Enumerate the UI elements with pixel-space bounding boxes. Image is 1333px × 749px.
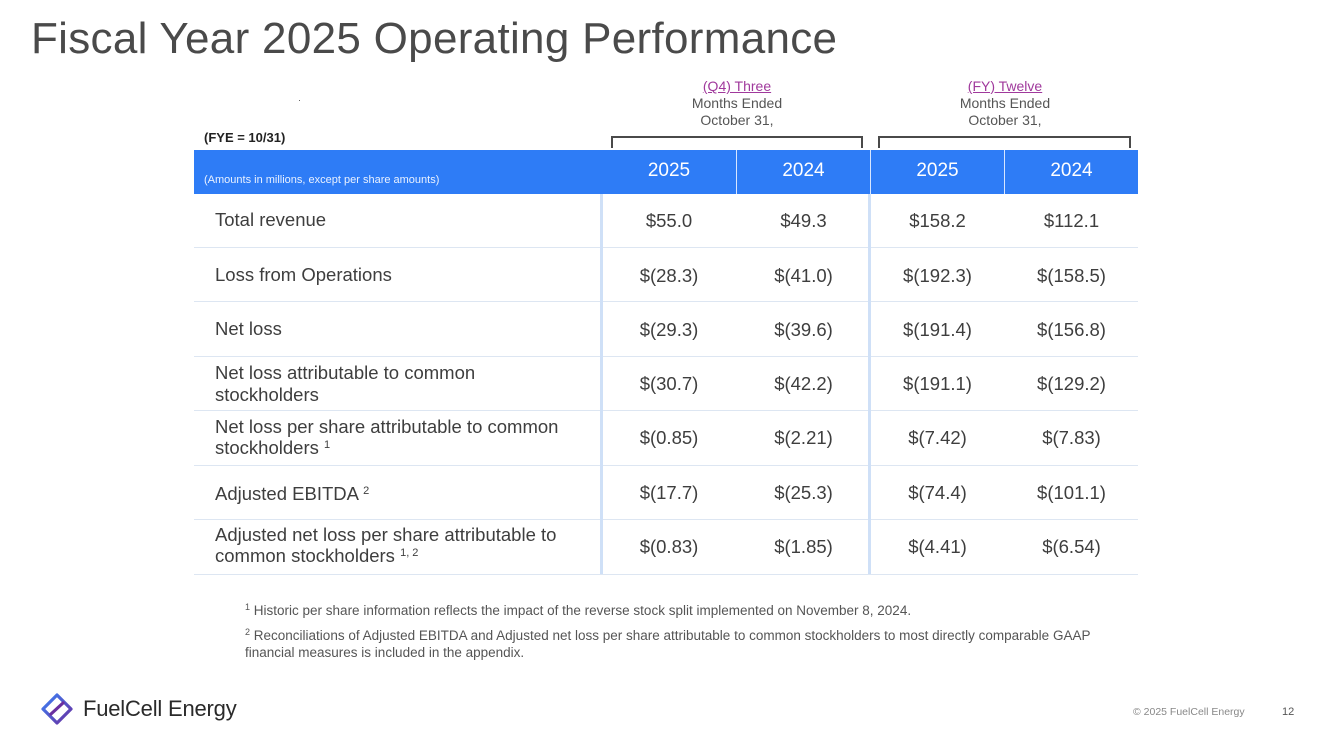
fuelcell-diamond-icon xyxy=(41,693,73,725)
cell-value: $(7.83) xyxy=(1042,427,1101,448)
row-label: Net loss attributable to common stockhol… xyxy=(215,362,476,405)
fye-label: (FYE = 10/31) xyxy=(204,130,286,145)
brand-name: FuelCell Energy xyxy=(83,696,237,721)
table-row: Adjusted EBITDA 2 $(17.7) $(25.3) $(74.4… xyxy=(194,466,1138,520)
row-label: Loss from Operations xyxy=(215,264,392,285)
col-header-fy-2024: 2024 xyxy=(1050,160,1093,181)
brand-logo: FuelCell Energy xyxy=(40,692,237,726)
cell-value: $(191.4) xyxy=(903,319,972,340)
cell-value: $(0.85) xyxy=(639,427,699,448)
cell-value: $(129.2) xyxy=(1037,373,1106,394)
footnote: 1 Historic per share information reflect… xyxy=(245,602,912,618)
cell-value: $(4.41) xyxy=(908,536,967,557)
cell-value: $(25.3) xyxy=(774,482,833,503)
col-divider xyxy=(1004,150,1005,194)
period-line2: Months Ended xyxy=(691,95,783,111)
cell-value: $(7.42) xyxy=(908,427,967,448)
column-separator xyxy=(600,194,603,574)
footnotes: 1 Historic per share information reflect… xyxy=(245,599,1105,666)
period-line3: October 31, xyxy=(700,112,774,128)
copyright: © 2025 FuelCell Energy xyxy=(1133,706,1245,718)
cell-value: $(192.3) xyxy=(903,265,972,286)
cell-value: $(6.54) xyxy=(1042,536,1101,557)
period-header-q4: (Q4) Three Months Ended October 31, xyxy=(662,78,812,129)
period-header-fy: (FY) Twelve Months Ended October 31, xyxy=(930,78,1080,129)
period-line3: October 31, xyxy=(968,112,1042,128)
row-label: Adjusted net loss per share attributable… xyxy=(215,524,557,566)
col-header-q4-2024: 2024 xyxy=(782,160,825,181)
col-divider xyxy=(736,150,737,194)
row-label: Net loss xyxy=(215,318,282,339)
period-link-q4[interactable]: (Q4) Three xyxy=(702,78,772,94)
footnote-ref: 1 xyxy=(324,439,331,451)
page-title: Fiscal Year 2025 Operating Performance xyxy=(31,14,838,63)
footnote-ref: 2 xyxy=(363,485,370,497)
cell-value: $(28.3) xyxy=(639,265,699,286)
table-row: Loss from Operations $(28.3) $(41.0) $(1… xyxy=(194,248,1138,302)
column-separator xyxy=(868,194,871,574)
cell-value: $(158.5) xyxy=(1037,265,1106,286)
row-label: Adjusted EBITDA 2 xyxy=(215,483,370,504)
period-line2: Months Ended xyxy=(959,95,1051,111)
cell-value: $(39.6) xyxy=(774,319,833,340)
cell-value: $(2.21) xyxy=(774,427,833,448)
table-header: (Amounts in millions, except per share a… xyxy=(194,150,1138,194)
row-label: Total revenue xyxy=(215,209,327,230)
cell-value: $(29.3) xyxy=(639,319,699,340)
amounts-note: (Amounts in millions, except per share a… xyxy=(204,174,440,186)
cell-value: $158.2 xyxy=(909,210,966,231)
table-row: Adjusted net loss per share attributable… xyxy=(194,520,1138,575)
bracket-fy xyxy=(878,136,1131,148)
cell-value: $(0.83) xyxy=(639,536,699,557)
cell-value: $112.1 xyxy=(1043,210,1100,231)
cell-value: $(42.2) xyxy=(774,373,833,394)
col-header-fy-2025: 2025 xyxy=(916,160,959,181)
cell-value: $(101.1) xyxy=(1037,482,1106,503)
cell-value: $55.0 xyxy=(645,210,693,231)
footnote-ref: 1, 2 xyxy=(400,547,419,559)
cell-value: $(1.85) xyxy=(774,536,833,557)
footnote: 2 Reconciliations of Adjusted EBITDA and… xyxy=(245,627,1091,660)
table-row: Total revenue $55.0 $49.3 $158.2 $112.1 xyxy=(194,194,1138,248)
table-row: Net loss attributable to common stockhol… xyxy=(194,357,1138,411)
stray-dot xyxy=(299,100,300,101)
cell-value: $(30.7) xyxy=(639,373,699,394)
bracket-q4 xyxy=(611,136,863,148)
cell-value: $(17.7) xyxy=(639,482,699,503)
cell-value: $(156.8) xyxy=(1037,319,1106,340)
row-label: Net loss per share attributable to commo… xyxy=(215,416,559,458)
cell-value: $(41.0) xyxy=(774,265,833,286)
col-divider xyxy=(870,150,871,194)
table-row: Net loss $(29.3) $(39.6) $(191.4) $(156.… xyxy=(194,302,1138,357)
cell-value: $49.3 xyxy=(780,210,827,231)
cell-value: $(191.1) xyxy=(903,373,972,394)
col-header-q4-2025: 2025 xyxy=(647,160,691,181)
page-number: 12 xyxy=(1282,706,1295,718)
period-link-fy[interactable]: (FY) Twelve xyxy=(967,78,1043,94)
cell-value: $(74.4) xyxy=(908,482,967,503)
table-row: Net loss per share attributable to commo… xyxy=(194,411,1138,466)
